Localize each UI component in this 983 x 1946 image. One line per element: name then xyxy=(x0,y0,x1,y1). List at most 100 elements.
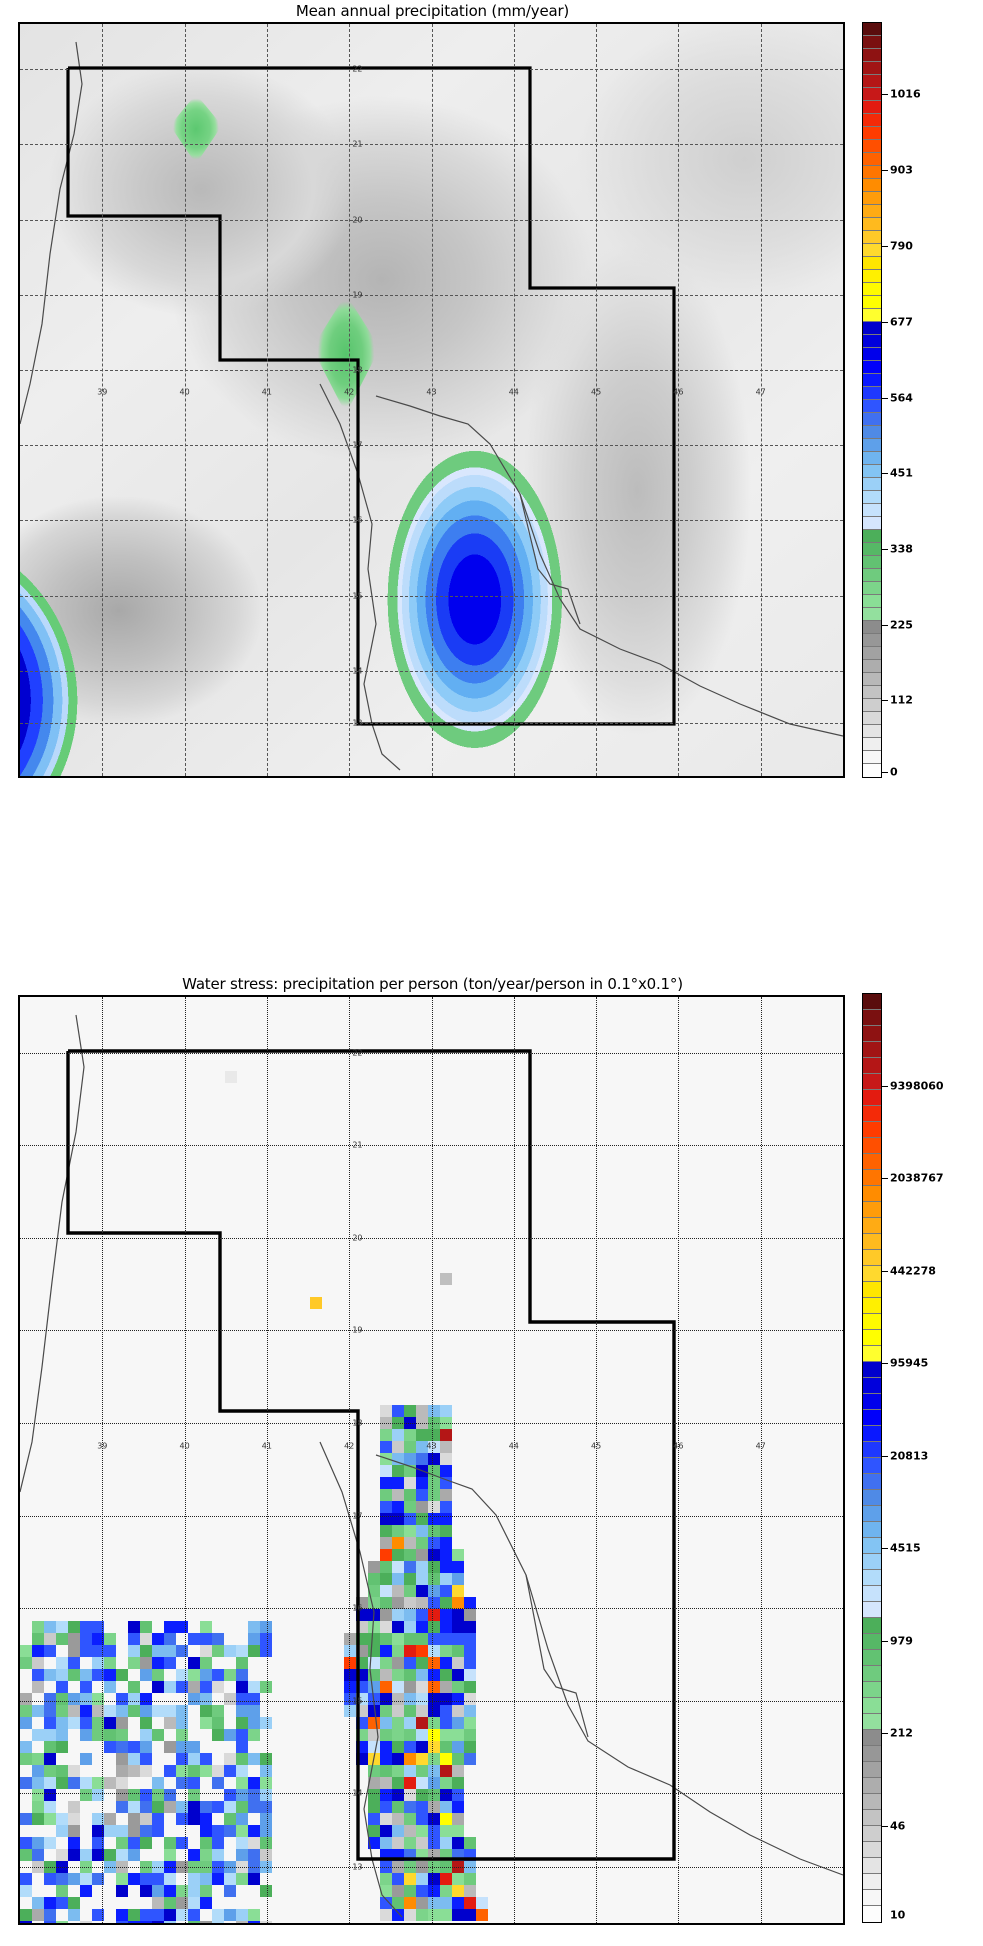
panel-title-precipitation: Mean annual precipitation (mm/year) xyxy=(295,2,570,20)
water-stress-cell xyxy=(164,1897,176,1909)
water-stress-cell xyxy=(476,1909,488,1921)
colorbar-segment xyxy=(863,1858,881,1874)
colorbar-segment xyxy=(863,140,881,153)
water-stress-cell xyxy=(32,1657,44,1669)
water-stress-cell xyxy=(404,1909,416,1921)
water-stress-cell xyxy=(152,1897,164,1909)
water-stress-cell xyxy=(200,1897,212,1909)
ytick-label: 17 xyxy=(352,440,363,450)
colorbar-segment xyxy=(863,1762,881,1778)
ytick-label: 19 xyxy=(352,1325,363,1335)
xtick-label: 44 xyxy=(508,387,519,397)
water-stress-cell xyxy=(32,1729,44,1741)
colorbar-segment xyxy=(863,257,881,270)
colorbar-segment xyxy=(863,1458,881,1474)
water-stress-cell xyxy=(20,1921,32,1923)
colorbar-segment xyxy=(863,1538,881,1554)
water-stress-cell xyxy=(32,1849,44,1861)
ytick-label: 20 xyxy=(352,215,363,225)
water-stress-cell xyxy=(44,1741,56,1753)
colorbar-segment xyxy=(863,530,881,543)
water-stress-cell xyxy=(56,1861,68,1873)
water-stress-cell xyxy=(404,1885,416,1897)
colorbar-segment xyxy=(863,1810,881,1826)
water-stress-cell xyxy=(116,1861,128,1873)
water-stress-cell xyxy=(440,1873,452,1885)
water-stress-cell xyxy=(152,1909,164,1921)
water-stress-cell xyxy=(32,1909,44,1921)
colorbar-segment xyxy=(863,283,881,296)
water-stress-cell xyxy=(56,1849,68,1861)
water-stress-cell xyxy=(20,1777,32,1789)
ytick-label: 21 xyxy=(352,1140,363,1150)
water-stress-cell xyxy=(80,1885,92,1897)
water-stress-cell xyxy=(224,1885,236,1897)
gridline-vertical xyxy=(513,24,515,776)
water-stress-cell xyxy=(20,1741,32,1753)
water-stress-cell xyxy=(32,1753,44,1765)
colorbar-segment xyxy=(863,478,881,491)
ytick-label: 22 xyxy=(352,64,363,74)
water-stress-cell xyxy=(32,1837,44,1849)
gridline-horizontal xyxy=(20,723,843,725)
colorbar-segment xyxy=(863,751,881,764)
water-stress-cell xyxy=(188,1921,200,1923)
colorbar-segment xyxy=(863,1730,881,1746)
ytick-label: 13 xyxy=(352,718,363,728)
colorbar-tick-label: 46 xyxy=(890,1819,906,1833)
colorbar-tick-label: 442278 xyxy=(890,1264,936,1278)
colorbar-segment xyxy=(863,1666,881,1682)
colorbar-segment xyxy=(863,296,881,309)
water-stress-cell xyxy=(128,1873,140,1885)
colorbar-segment xyxy=(863,1618,881,1634)
water-stress-cell xyxy=(164,1909,176,1921)
water-stress-cell xyxy=(236,1873,248,1885)
xtick-label: 43 xyxy=(426,1441,437,1451)
water-stress-cell xyxy=(200,1861,212,1873)
colorbar-segment xyxy=(863,1010,881,1026)
water-stress-cell xyxy=(152,1921,164,1923)
water-stress-cell xyxy=(20,1885,32,1897)
xtick-label: 41 xyxy=(261,387,272,397)
water-stress-cell xyxy=(32,1705,44,1717)
water-stress-cell xyxy=(56,1705,68,1717)
colorbar-segment xyxy=(863,994,881,1010)
xtick-label: 47 xyxy=(755,1441,766,1451)
colorbar-segment xyxy=(863,1890,881,1906)
water-stress-cell xyxy=(44,1705,56,1717)
xtick-label: 42 xyxy=(344,387,355,397)
gridline-horizontal xyxy=(20,294,843,296)
water-stress-cell xyxy=(224,1861,236,1873)
water-stress-cell xyxy=(140,1861,152,1873)
water-stress-cell xyxy=(44,1921,56,1923)
water-stress-cell xyxy=(44,1789,56,1801)
water-stress-cell xyxy=(56,1897,68,1909)
water-stress-cell xyxy=(248,1861,260,1873)
colorbar-segment xyxy=(863,218,881,231)
water-stress-cell xyxy=(188,1897,200,1909)
water-stress-cell xyxy=(56,1813,68,1825)
gridline-horizontal xyxy=(20,369,843,371)
water-stress-cell xyxy=(20,1717,32,1729)
map-precipitation: 39 40 41 42 43 44 45 46 47 22 21 20 19 1… xyxy=(18,22,845,778)
colorbar-segment xyxy=(863,1106,881,1122)
colorbar-tick-label: 20813 xyxy=(890,1449,929,1463)
xtick-label: 40 xyxy=(179,387,190,397)
colorbar-segment xyxy=(863,1058,881,1074)
water-stress-cell xyxy=(32,1633,44,1645)
water-stress-cell xyxy=(20,1657,32,1669)
water-stress-cell xyxy=(428,1885,440,1897)
colorbar-segment xyxy=(863,1362,881,1378)
xtick-label: 39 xyxy=(97,387,108,397)
colorbar-segment xyxy=(863,1554,881,1570)
colorbar-segment xyxy=(863,1378,881,1394)
colorbar-segment xyxy=(863,75,881,88)
colorbar-segment xyxy=(863,1634,881,1650)
colorbar-segment xyxy=(863,1122,881,1138)
water-stress-cell xyxy=(152,1885,164,1897)
colorbar-segment xyxy=(863,322,881,335)
colorbar-tick-label: 677 xyxy=(890,315,913,329)
colorbar-segment xyxy=(863,1250,881,1266)
ytick-label: 13 xyxy=(352,1862,363,1872)
panel-precipitation: Mean annual precipitation (mm/year) xyxy=(0,0,983,790)
